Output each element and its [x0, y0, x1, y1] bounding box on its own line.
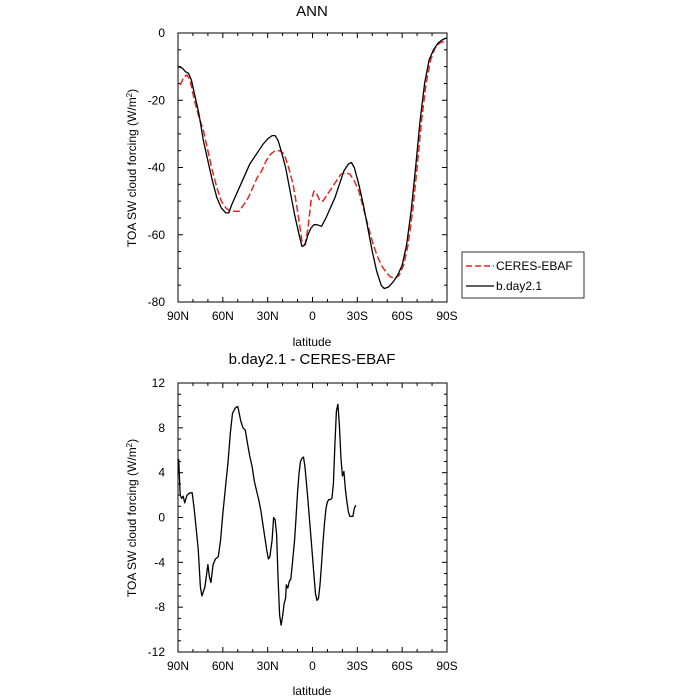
x-tick-label: 60N [212, 309, 234, 323]
top-panel-title: ANN [296, 3, 328, 20]
top-panel: ANN 90N 60N 30N 0 30S 60S 90S -80 -60 -40 -20 0 lat… [125, 3, 585, 349]
y-tick-label: -8 [154, 600, 165, 614]
y-tick-label: 4 [158, 466, 165, 480]
legend-label-ceres: CERES-EBAF [496, 259, 573, 273]
x-tick-label: 90S [436, 309, 457, 323]
x-tick-label: 30N [257, 659, 279, 673]
x-tick-label: 90S [436, 659, 457, 673]
bottom-panel-frame [177, 382, 448, 653]
series-line-b-day2-1-ceres-ebaf [178, 403, 357, 626]
x-tick-label: 60N [212, 659, 234, 673]
bottom-panel-series [178, 403, 357, 626]
legend-box [461, 251, 585, 299]
top-panel-series [178, 37, 447, 290]
y-tick-label: -40 [148, 161, 166, 175]
y-tick-label: 0 [158, 26, 165, 40]
y-tick-label: 8 [158, 421, 165, 435]
x-tick-label: 0 [309, 309, 316, 323]
y-tick-label: 0 [158, 511, 165, 525]
bottom-panel-ticks: 90N 60N 30N 0 30S 60S 90S -12 -8 -4 0 4 8 12 [148, 376, 458, 673]
legend: CERES-EBAF b.day2.1 [461, 251, 585, 299]
y-tick-label: 12 [152, 376, 166, 390]
top-panel-ylabel: TOA SW cloud forcing (W/m2) [125, 89, 139, 247]
y-tick-label: -4 [154, 555, 165, 569]
bottom-panel-ylabel: TOA SW cloud forcing (W/m2) [125, 439, 139, 597]
top-panel-frame [177, 32, 448, 303]
bottom-panel: b.day2.1 - CERES-EBAF 90N 60N 30N 0 30S 60S 90… [125, 351, 458, 698]
x-tick-label: 30N [257, 309, 279, 323]
x-tick-label: 90N [167, 659, 189, 673]
top-panel-ticks: 90N 60N 30N 0 30S 60S 90S -80 -60 -40 -20 0 [148, 26, 458, 323]
x-tick-label: 0 [309, 659, 316, 673]
x-tick-label: 60S [391, 659, 412, 673]
x-tick-label: 30S [347, 659, 368, 673]
x-tick-label: 30S [347, 309, 368, 323]
y-tick-label: -20 [148, 93, 166, 107]
legend-label-model: b.day2.1 [496, 279, 542, 293]
y-tick-label: -12 [148, 645, 166, 659]
x-tick-label: 60S [391, 309, 412, 323]
series-line-b-day2-1 [178, 37, 447, 290]
y-tick-label: -80 [148, 295, 166, 309]
x-tick-label: 90N [167, 309, 189, 323]
bottom-panel-title: b.day2.1 - CERES-EBAF [229, 351, 396, 368]
series-line-ceres-ebaf [179, 40, 445, 280]
bottom-panel-xlabel: latitude [293, 684, 332, 698]
y-tick-label: -60 [148, 228, 166, 242]
top-panel-xlabel: latitude [293, 335, 332, 349]
